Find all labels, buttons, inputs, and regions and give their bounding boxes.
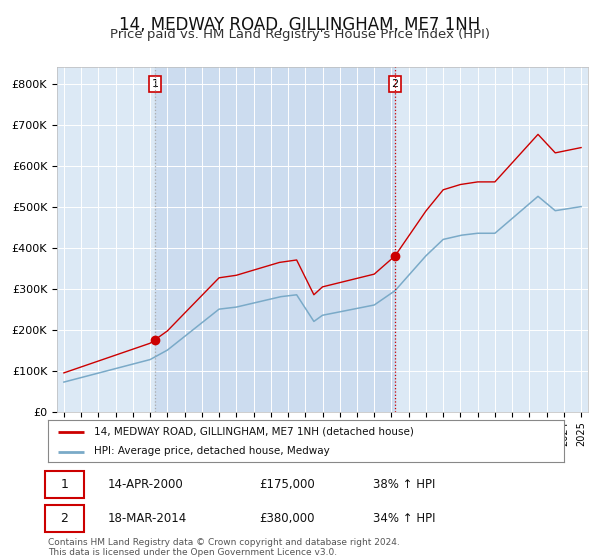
Text: HPI: Average price, detached house, Medway: HPI: Average price, detached house, Medw…: [94, 446, 330, 456]
Text: 1: 1: [151, 80, 158, 89]
Text: 2: 2: [392, 80, 398, 89]
Bar: [155, 67, 395, 412]
Text: 14-APR-2000: 14-APR-2000: [107, 478, 183, 491]
FancyBboxPatch shape: [46, 505, 84, 532]
FancyBboxPatch shape: [46, 472, 84, 498]
Text: 14, MEDWAY ROAD, GILLINGHAM, ME7 1NH (detached house): 14, MEDWAY ROAD, GILLINGHAM, ME7 1NH (de…: [94, 427, 415, 437]
Text: 18-MAR-2014: 18-MAR-2014: [107, 512, 187, 525]
Text: 38% ↑ HPI: 38% ↑ HPI: [373, 478, 436, 491]
Text: 14, MEDWAY ROAD, GILLINGHAM, ME7 1NH: 14, MEDWAY ROAD, GILLINGHAM, ME7 1NH: [119, 16, 481, 34]
Text: Contains HM Land Registry data © Crown copyright and database right 2024.
This d: Contains HM Land Registry data © Crown c…: [48, 538, 400, 557]
Text: 34% ↑ HPI: 34% ↑ HPI: [373, 512, 436, 525]
Text: £175,000: £175,000: [260, 478, 316, 491]
Text: 1: 1: [61, 478, 68, 491]
Text: 2: 2: [61, 512, 68, 525]
Text: Price paid vs. HM Land Registry's House Price Index (HPI): Price paid vs. HM Land Registry's House …: [110, 28, 490, 41]
Text: £380,000: £380,000: [260, 512, 315, 525]
